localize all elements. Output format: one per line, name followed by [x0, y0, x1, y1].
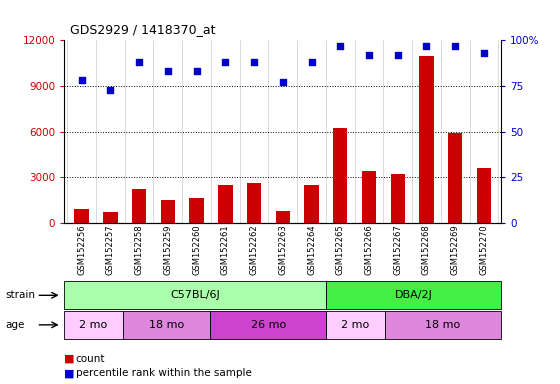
Text: DBA/2J: DBA/2J — [395, 290, 433, 300]
Text: ■: ■ — [64, 354, 75, 364]
Text: 2 mo: 2 mo — [342, 320, 370, 330]
Text: percentile rank within the sample: percentile rank within the sample — [76, 368, 251, 378]
Bar — [189, 199, 204, 223]
Point — [479, 50, 488, 56]
Bar — [362, 171, 376, 223]
Bar — [448, 133, 463, 223]
Bar — [74, 209, 89, 223]
Text: C57BL/6J: C57BL/6J — [171, 290, 220, 300]
Text: age: age — [6, 320, 25, 330]
Bar — [390, 174, 405, 223]
Bar — [132, 189, 146, 223]
Point — [106, 86, 115, 93]
Text: count: count — [76, 354, 105, 364]
Point — [77, 78, 86, 84]
Bar — [103, 212, 118, 223]
Bar — [218, 185, 232, 223]
Bar — [276, 210, 290, 223]
Bar — [477, 168, 491, 223]
Bar — [247, 183, 262, 223]
Point — [192, 68, 201, 74]
Text: strain: strain — [6, 290, 36, 300]
Point — [451, 43, 460, 49]
Text: 26 mo: 26 mo — [251, 320, 286, 330]
Point — [336, 43, 345, 49]
Point — [164, 68, 172, 74]
Text: ■: ■ — [64, 368, 75, 378]
Point — [365, 52, 374, 58]
Point — [134, 59, 143, 65]
Text: GDS2929 / 1418370_at: GDS2929 / 1418370_at — [70, 23, 216, 36]
Bar — [161, 200, 175, 223]
Text: 2 mo: 2 mo — [80, 320, 108, 330]
Text: 18 mo: 18 mo — [426, 320, 460, 330]
Point — [393, 52, 402, 58]
Point — [221, 59, 230, 65]
Point — [307, 59, 316, 65]
Point — [422, 43, 431, 49]
Point — [278, 79, 287, 85]
Bar — [304, 185, 319, 223]
Text: 18 mo: 18 mo — [149, 320, 184, 330]
Bar — [419, 56, 433, 223]
Bar — [333, 129, 347, 223]
Point — [250, 59, 259, 65]
